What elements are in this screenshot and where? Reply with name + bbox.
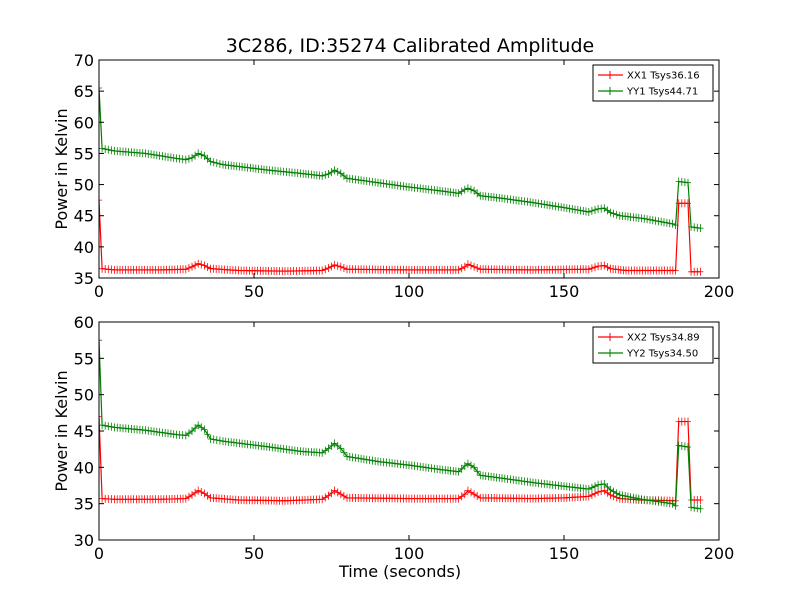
series-markers — [99, 84, 704, 233]
x-tick-label: 150 — [549, 282, 580, 301]
x-tick-label: 50 — [244, 282, 264, 301]
x-tick-label: 100 — [394, 544, 425, 563]
chart-title: 3C286, ID:35274 Calibrated Amplitude — [226, 35, 594, 57]
legend-box — [592, 64, 714, 102]
x-tick-label: 0 — [94, 282, 104, 301]
y-tick-label: 60 — [74, 313, 94, 332]
series-markers — [99, 196, 704, 276]
legend-marker — [607, 87, 613, 95]
legend-label: XX1 Tsys36.16 — [627, 71, 700, 82]
legend-marker — [607, 333, 613, 341]
y-tick-label: 50 — [74, 176, 94, 195]
x-tick-label: 0 — [94, 544, 104, 563]
legend-entry: XX1 Tsys36.16 — [598, 71, 700, 82]
y-axis-label: Power in Kelvin — [52, 370, 71, 491]
legend-marker — [607, 349, 613, 357]
y-tick-label: 35 — [74, 495, 94, 514]
x-tick-label: 150 — [549, 544, 580, 563]
y-tick-label: 40 — [74, 238, 94, 257]
y-tick-label: 65 — [74, 82, 94, 101]
series-1 — [99, 196, 704, 276]
series-group — [99, 336, 704, 513]
x-tick-label: 200 — [704, 544, 735, 563]
y-tick-label: 45 — [74, 207, 94, 226]
y-tick-label: 60 — [74, 113, 94, 132]
y-tick-label: 45 — [74, 422, 94, 441]
legend-entry: XX2 Tsys34.89 — [598, 333, 700, 344]
y-tick-label: 55 — [74, 144, 94, 163]
legend-label: YY1 Tsys44.71 — [626, 87, 698, 98]
x-tick-label: 50 — [244, 544, 264, 563]
y-axis-label: Power in Kelvin — [52, 108, 71, 229]
x-tick-label: 100 — [394, 282, 425, 301]
legend-entry: YY1 Tsys44.71 — [598, 87, 698, 98]
y-tick-label: 70 — [74, 51, 94, 70]
series-group — [99, 84, 704, 276]
legend-entry: YY2 Tsys34.50 — [598, 349, 698, 360]
y-tick-label: 40 — [74, 458, 94, 477]
y-tick-label: 30 — [74, 531, 94, 550]
subplot-1: 0 50 100 150 200 35 40 45 50 55 60 65 70 Power in Kel… — [52, 51, 734, 301]
y-tick-label: 35 — [74, 269, 94, 288]
x-tick-label: 200 — [704, 282, 735, 301]
series-2 — [99, 336, 704, 513]
legend-label: YY2 Tsys34.50 — [626, 349, 698, 360]
series-markers — [99, 336, 704, 513]
legend-box — [592, 326, 714, 364]
legend-marker — [607, 71, 613, 79]
legend-label: XX2 Tsys34.89 — [627, 333, 700, 344]
series-2 — [99, 84, 704, 233]
subplot-2: 0 50 100 150 200 30 35 40 45 50 55 60 Power in Kelvi… — [52, 313, 734, 581]
legend: XX2 Tsys34.89 YY2 Tsys34.50 — [592, 326, 714, 364]
y-tick-label: 50 — [74, 386, 94, 405]
x-axis-label: Time (seconds) — [338, 562, 461, 581]
legend: XX1 Tsys36.16 YY1 Tsys44.71 — [592, 64, 714, 102]
y-tick-label: 55 — [74, 349, 94, 368]
